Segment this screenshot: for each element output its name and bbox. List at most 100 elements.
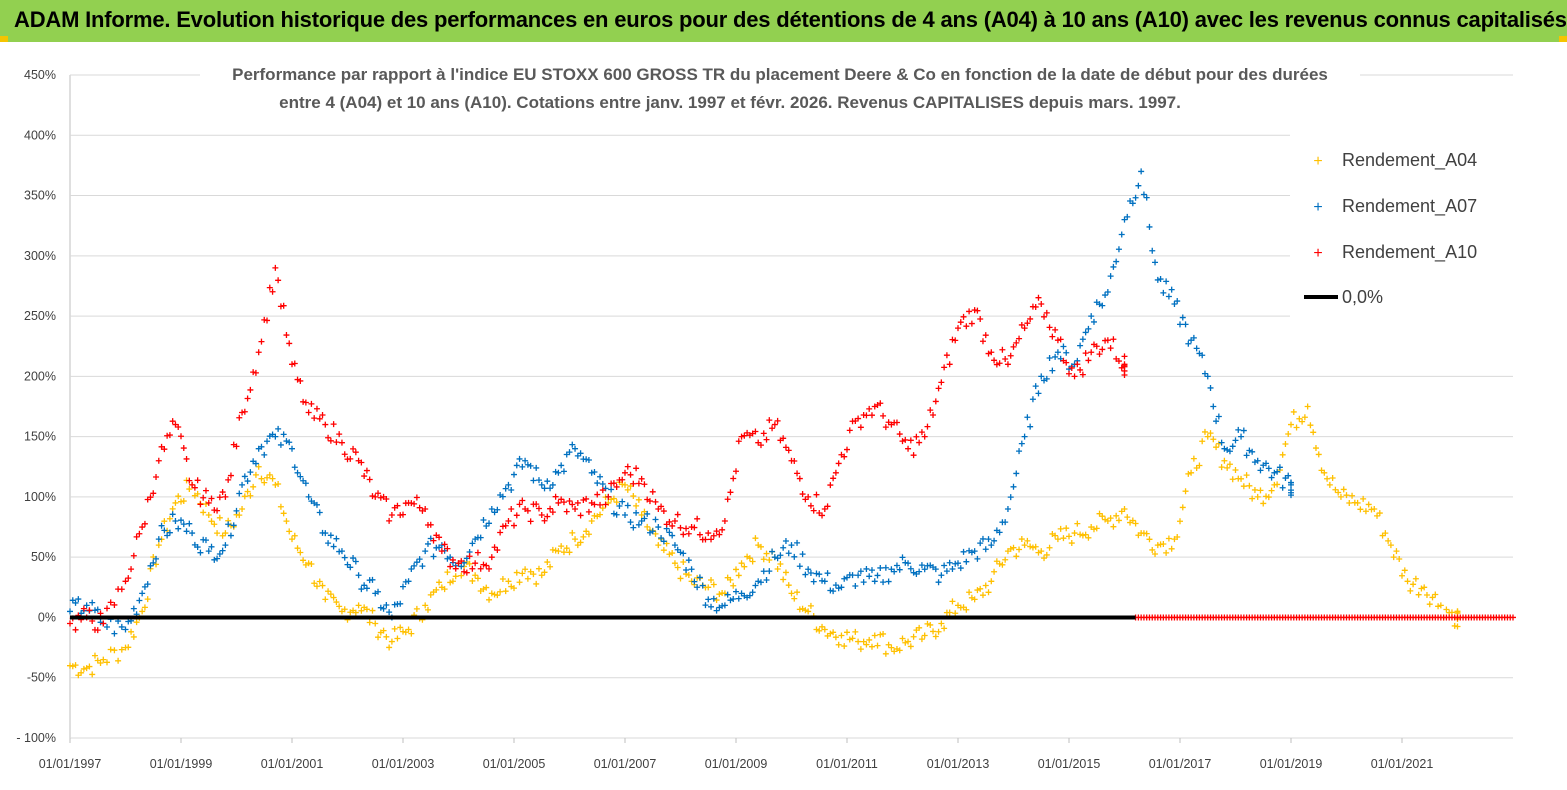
point-a04: [452, 573, 459, 580]
point-a07: [910, 569, 917, 576]
point-a04: [115, 657, 122, 664]
point-a07: [791, 553, 798, 560]
point-a07: [161, 527, 168, 534]
point-a07: [1121, 216, 1128, 223]
point-a10: [118, 586, 125, 593]
point-a04: [1412, 575, 1419, 582]
point-a10: [857, 424, 864, 431]
point-a10: [905, 445, 912, 452]
point-a10: [191, 484, 198, 491]
point-a04: [588, 518, 595, 525]
point-a07: [777, 552, 784, 559]
point-a10: [322, 421, 329, 428]
point-a04: [1354, 499, 1361, 506]
point-a04: [325, 588, 332, 595]
point-a04: [541, 569, 548, 576]
point-a04: [1104, 518, 1111, 525]
point-a10: [538, 511, 545, 518]
point-a07: [1088, 313, 1095, 320]
point-a07: [118, 623, 125, 630]
point-a04: [200, 509, 207, 516]
y-tick-label: 250%: [24, 309, 56, 323]
point-a10: [535, 505, 542, 512]
point-a07: [694, 584, 701, 591]
point-a04: [566, 549, 573, 556]
point-a07: [780, 544, 787, 551]
point-a04: [266, 471, 273, 478]
legend-marker-a10: +: [1313, 245, 1322, 262]
point-a10: [361, 473, 368, 480]
point-a07: [522, 457, 529, 464]
point-a10: [283, 332, 290, 339]
point-a10: [86, 607, 93, 614]
point-a10: [147, 494, 154, 501]
point-a10: [730, 475, 737, 482]
point-a07: [91, 607, 98, 614]
point-a04: [486, 596, 493, 603]
point-a04: [1143, 530, 1150, 537]
point-a07: [214, 555, 221, 562]
point-a07: [424, 540, 431, 547]
point-a04: [1207, 430, 1214, 437]
point-a10: [67, 620, 73, 627]
point-a07: [766, 568, 773, 575]
point-a10: [558, 496, 565, 503]
point-a04: [716, 591, 723, 598]
point-a10: [916, 439, 923, 446]
point-a04: [488, 590, 495, 597]
point-a07: [1085, 325, 1092, 332]
point-a07: [560, 468, 567, 475]
point-a10: [524, 507, 531, 514]
point-a10: [352, 449, 359, 456]
point-a07: [885, 578, 892, 585]
point-a04: [222, 530, 229, 537]
point-a04: [516, 579, 523, 586]
point-a04: [1013, 553, 1020, 560]
point-a07: [1082, 329, 1089, 336]
point-a04: [735, 572, 742, 579]
point-a07: [860, 579, 867, 586]
point-a04: [580, 533, 587, 540]
point-a07: [1102, 292, 1109, 299]
point-a04: [1032, 543, 1039, 550]
point-a10: [574, 499, 581, 506]
point-a07: [1165, 293, 1172, 300]
point-a10: [175, 424, 182, 431]
point-a07: [261, 451, 268, 458]
point-a07: [1143, 194, 1150, 201]
point-a10: [358, 459, 365, 466]
point-a10: [452, 565, 459, 572]
point-a07: [1004, 505, 1011, 512]
point-a04: [1090, 526, 1097, 533]
point-a10: [719, 526, 726, 533]
point-a04: [1288, 421, 1294, 428]
point-a04: [363, 606, 370, 613]
point-a04: [1224, 464, 1231, 471]
point-a07: [569, 441, 576, 448]
point-a10: [638, 475, 645, 482]
point-a04: [161, 518, 168, 525]
point-a04: [1185, 470, 1192, 477]
x-tick-label: 01/01/2003: [372, 757, 435, 771]
point-a04: [519, 570, 526, 577]
point-a10: [782, 444, 789, 451]
point-a07: [877, 564, 884, 571]
point-a04: [275, 481, 282, 488]
point-a04: [258, 475, 265, 482]
point-a04: [444, 569, 451, 576]
point-a10: [483, 562, 490, 569]
point-a10: [477, 565, 484, 572]
legend-marker-a04: +: [1313, 153, 1322, 170]
point-a04: [871, 632, 878, 639]
point-a04: [1226, 461, 1233, 468]
point-a10: [877, 400, 884, 407]
point-a04: [97, 659, 104, 666]
point-a04: [483, 584, 490, 591]
point-a07: [289, 445, 295, 452]
point-a10: [552, 493, 559, 500]
point-a04: [125, 644, 132, 651]
point-a10: [613, 483, 620, 490]
legend-marker-a07: +: [1313, 199, 1322, 216]
point-a07: [141, 583, 148, 590]
point-a10: [183, 455, 190, 462]
